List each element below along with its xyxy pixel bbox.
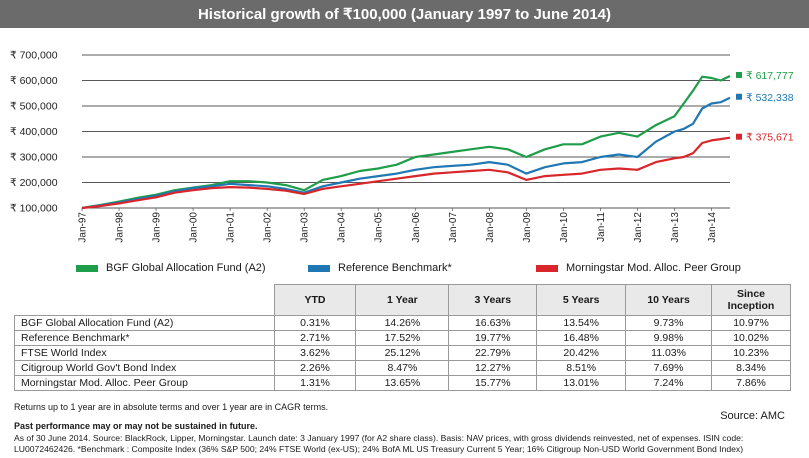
legend-item-benchmark: Reference Benchmark* [308, 261, 452, 275]
end-label-marker [736, 93, 742, 100]
table-header: Since Inception [711, 284, 791, 316]
table-cell: 11.03% [625, 345, 713, 361]
legend-swatch [536, 264, 558, 272]
legend-item-peer-group: Morningstar Mod. Alloc. Peer Group [536, 261, 741, 275]
footnote: As of 30 June 2014. Source: BlackRock, L… [14, 433, 744, 454]
table-cell: BGF Global Allocation Fund (A2) [14, 315, 275, 331]
legend-swatch [308, 264, 330, 272]
x-tick-label: Jan-07 [448, 212, 459, 243]
table-cell: 10.97% [711, 315, 791, 331]
x-tick-label: Jan-00 [189, 212, 200, 243]
table-cell: 19.77% [448, 330, 538, 346]
table-row: Reference Benchmark* 2.71% 17.52% 19.77%… [14, 330, 791, 346]
legend-label: Reference Benchmark* [338, 262, 452, 274]
y-tick-label: ₹ 200,000 [10, 177, 58, 189]
series-line [81, 96, 731, 210]
table-cell: 13.54% [536, 315, 627, 331]
table-cell: Morningstar Mod. Alloc. Peer Group [14, 375, 275, 391]
performance-table: YTD 1 Year 3 Years 5 Years 10 Years Sinc… [14, 284, 791, 391]
table-header-row: YTD 1 Year 3 Years 5 Years 10 Years Sinc… [14, 284, 791, 316]
legend-label: BGF Global Allocation Fund (A2) [106, 262, 266, 274]
table-row: Citigroup World Gov't Bond Index 2.26% 8… [14, 360, 791, 376]
y-tick-label: ₹ 100,000 [10, 203, 58, 215]
table-cell: 8.34% [711, 360, 791, 376]
x-tick-label: Jan-12 [633, 212, 644, 243]
series-line [81, 136, 731, 210]
x-tick-label: Jan-97 [78, 212, 89, 243]
table-header: YTD [273, 284, 357, 316]
table-cell: 9.73% [625, 315, 713, 331]
chart-title: Historical growth of ₹100,000 (January 1… [0, 0, 809, 28]
end-value-label: ₹ 375,671 [746, 132, 794, 144]
x-tick-label: Jan-10 [559, 212, 570, 243]
y-tick-label: ₹ 600,000 [10, 75, 58, 87]
table-cell: 3.62% [273, 345, 357, 361]
returns-note: Returns up to 1 year are in absolute ter… [14, 402, 329, 412]
table-cell: FTSE World Index [14, 345, 275, 361]
x-tick-label: Jan-01 [226, 212, 237, 243]
y-tick-label: ₹ 400,000 [10, 126, 58, 138]
end-label-marker [736, 71, 742, 78]
y-tick-label: ₹ 300,000 [10, 152, 58, 164]
table-cell: 0.31% [273, 315, 357, 331]
table-header [14, 284, 275, 316]
table-header: 10 Years [625, 284, 713, 316]
table-cell: 22.79% [448, 345, 538, 361]
series-line [81, 75, 731, 210]
source-note: Source: AMC [720, 410, 785, 422]
table-cell: 8.47% [355, 360, 450, 376]
table-header: 5 Years [536, 284, 627, 316]
table-cell: 14.26% [355, 315, 450, 331]
table-cell: Reference Benchmark* [14, 330, 275, 346]
table-cell: 2.71% [273, 330, 357, 346]
x-tick-label: Jan-06 [411, 212, 422, 243]
table-cell: 16.63% [448, 315, 538, 331]
legend-item-fund: BGF Global Allocation Fund (A2) [76, 261, 266, 275]
x-tick-label: Jan-04 [337, 212, 348, 243]
growth-line-chart: ₹ 100,000 ₹ 200,000 ₹ 300,000 ₹ 400,000 ₹ 50… [10, 50, 794, 243]
legend-label: Morningstar Mod. Alloc. Peer Group [566, 262, 741, 274]
table-cell: 7.86% [711, 375, 791, 391]
table-cell: 7.24% [625, 375, 713, 391]
table-cell: 13.01% [536, 375, 627, 391]
end-value-label: ₹ 617,777 [746, 70, 794, 82]
x-tick-label: Jan-09 [522, 212, 533, 243]
table-header: 1 Year [355, 284, 450, 316]
past-performance-disclaimer: Past performance may or may not be susta… [14, 421, 258, 431]
table-cell: 20.42% [536, 345, 627, 361]
table-cell: 10.02% [711, 330, 791, 346]
table-cell: 15.77% [448, 375, 538, 391]
table-cell: 12.27% [448, 360, 538, 376]
x-tick-label: Jan-08 [485, 212, 496, 243]
table-cell: 8.51% [536, 360, 627, 376]
table-cell: 9.98% [625, 330, 713, 346]
table-cell: 10.23% [711, 345, 791, 361]
table-row: Morningstar Mod. Alloc. Peer Group 1.31%… [14, 375, 791, 391]
table-cell: 13.65% [355, 375, 450, 391]
table-header: 3 Years [448, 284, 538, 316]
x-tick-label: Jan-14 [707, 212, 718, 243]
table-cell: Citigroup World Gov't Bond Index [14, 360, 275, 376]
x-tick-label: Jan-02 [263, 212, 274, 243]
end-label-marker [736, 133, 742, 140]
x-tick-label: Jan-98 [115, 212, 126, 243]
y-tick-label: ₹ 700,000 [10, 50, 58, 62]
table-cell: 25.12% [355, 345, 450, 361]
legend-swatch [76, 264, 98, 272]
x-tick-label: Jan-05 [374, 212, 385, 243]
table-row: BGF Global Allocation Fund (A2) 0.31% 14… [14, 315, 791, 331]
table-row: FTSE World Index 3.62% 25.12% 22.79% 20.… [14, 345, 791, 361]
table-cell: 7.69% [625, 360, 713, 376]
x-tick-label: Jan-11 [596, 212, 607, 242]
y-tick-label: ₹ 500,000 [10, 101, 58, 113]
end-value-label: ₹ 532,338 [746, 92, 794, 104]
table-cell: 2.26% [273, 360, 357, 376]
x-tick-label: Jan-13 [670, 212, 681, 243]
table-cell: 1.31% [273, 375, 357, 391]
table-cell: 16.48% [536, 330, 627, 346]
table-cell: 17.52% [355, 330, 450, 346]
x-tick-label: Jan-99 [152, 212, 163, 243]
x-tick-label: Jan-03 [300, 212, 311, 243]
